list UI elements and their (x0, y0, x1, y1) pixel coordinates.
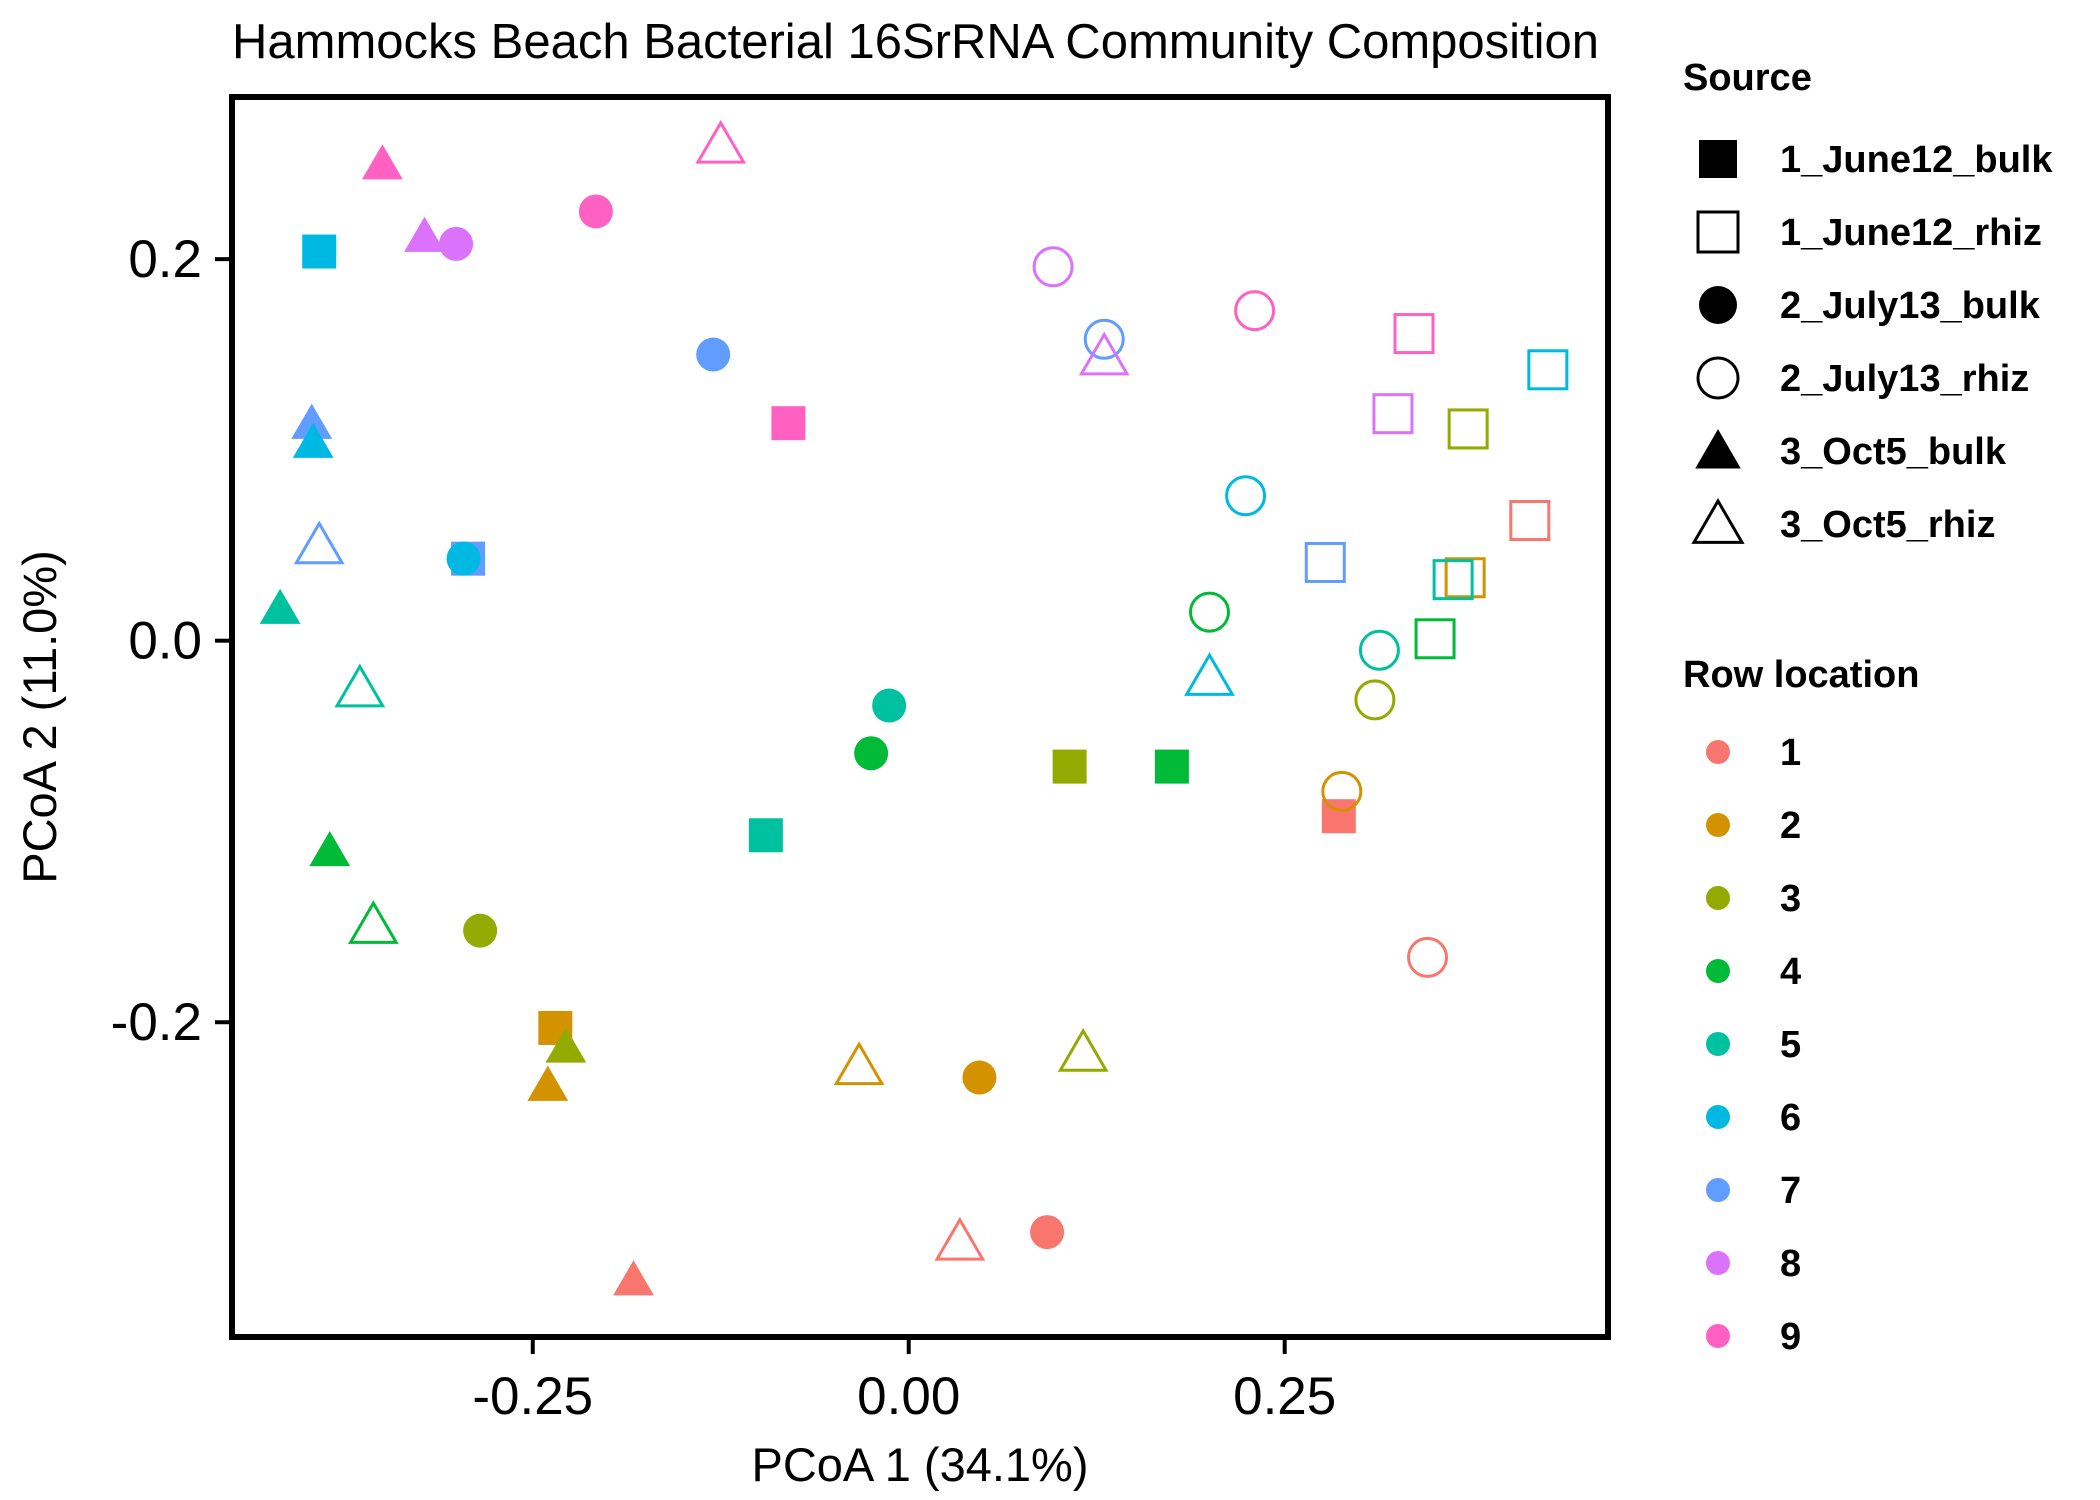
legend-source-title: Source (1683, 57, 1812, 99)
legend-row-label: 8 (1780, 1243, 1801, 1285)
data-point (1527, 349, 1569, 391)
data-point (293, 520, 345, 565)
data-point (1304, 541, 1346, 583)
data-point (934, 1216, 986, 1261)
y-axis: -0.2 0.0 0.2 (111, 230, 229, 1052)
legend-source: Source 1_June12_bulk 1_June12_rhiz 2_July13… (1683, 57, 2053, 546)
data-point (1225, 475, 1267, 517)
x-axis-title: PCoA 1 (34.1%) (751, 1438, 1088, 1491)
data-point (833, 1041, 885, 1086)
data-point (1444, 557, 1486, 599)
data-point (1057, 1027, 1109, 1072)
x-axis: -0.25 0.00 0.25 (472, 1340, 1336, 1426)
legend-row-location: Row location 1 2 3 4 5 6 7 8 9 (1683, 654, 1919, 1358)
legend-row-key (1706, 1178, 1730, 1202)
legend-row-label: 9 (1780, 1316, 1801, 1358)
legend-row-key (1706, 1251, 1730, 1275)
data-point (854, 736, 889, 771)
data-point (1393, 313, 1435, 355)
data-point (1184, 652, 1235, 696)
plot-panel-border (229, 94, 1611, 1340)
legend-row-key (1706, 1105, 1730, 1129)
data-point (1407, 936, 1449, 978)
data-point (696, 337, 731, 372)
data-point (1052, 749, 1087, 784)
data-point (302, 234, 337, 269)
legend-source-key (1691, 498, 1745, 544)
x-tick-label: 0.00 (857, 1367, 960, 1426)
x-tick-label: -0.25 (472, 1367, 593, 1426)
data-point (291, 403, 333, 439)
legend-source-label: 1_June12_bulk (1780, 139, 2053, 181)
legend-source-label: 3_Oct5_rhiz (1780, 504, 1995, 546)
data-point (439, 226, 474, 261)
data-point (527, 1065, 569, 1101)
legend-row-label: 2 (1780, 805, 1801, 847)
data-point (1083, 318, 1125, 360)
legend-source-label: 2_July13_bulk (1780, 285, 2041, 327)
legend-row-label: 1 (1780, 732, 1801, 774)
data-point (613, 1260, 654, 1296)
data-point (292, 422, 334, 458)
legend-row-label: 6 (1780, 1097, 1801, 1139)
data-point (1321, 770, 1363, 812)
legend-row-key (1706, 1032, 1730, 1056)
legend-source-key (1696, 210, 1740, 254)
y-tick-label: 0.2 (128, 230, 202, 289)
legend-source-label: 1_June12_rhiz (1780, 212, 2042, 254)
legend-row-key (1706, 959, 1730, 983)
x-tick-label: 0.25 (1233, 1367, 1336, 1426)
data-point (1432, 559, 1474, 601)
data-point (1358, 629, 1400, 671)
data-point (872, 688, 907, 723)
data-point (309, 830, 351, 867)
legend-row-key (1706, 1324, 1730, 1348)
data-point (748, 818, 783, 853)
y-tick-label: -0.2 (111, 993, 202, 1052)
data-point (334, 663, 386, 708)
data-point (771, 406, 806, 441)
data-point (1154, 749, 1189, 784)
data-point (361, 144, 403, 180)
legend-row-key (1706, 740, 1730, 764)
legend-source-key (1699, 286, 1737, 324)
legend-row-label: 3 (1780, 878, 1801, 920)
data-point (1414, 618, 1456, 660)
data-point (1030, 1215, 1065, 1250)
data-point (1354, 679, 1396, 721)
chart-title: Hammocks Beach Bacterial 16SrRNA Communi… (232, 15, 1599, 69)
y-axis-title: PCoA 2 (11.0%) (13, 550, 66, 884)
legend-row-title: Row location (1683, 654, 1919, 696)
data-point (347, 900, 399, 944)
legend-source-label: 2_July13_rhiz (1780, 358, 2029, 400)
data-point (545, 1027, 587, 1063)
data-point (1509, 500, 1551, 542)
data-points (259, 119, 1569, 1296)
legend-row-label: 4 (1780, 951, 1801, 993)
data-point (962, 1060, 997, 1095)
data-point (1078, 331, 1130, 376)
y-tick-label: 0.0 (128, 612, 202, 671)
data-point (1234, 290, 1276, 332)
data-point (404, 216, 445, 252)
data-point (1032, 246, 1074, 288)
legend-source-key (1699, 140, 1737, 178)
data-point (259, 588, 301, 624)
data-point (695, 119, 747, 164)
legend-row-label: 5 (1780, 1024, 1801, 1066)
data-point (1447, 408, 1489, 450)
legend-source-key (1695, 429, 1741, 469)
data-point (446, 541, 481, 576)
legend-row-key (1706, 813, 1730, 837)
legend-source-label: 3_Oct5_bulk (1780, 431, 2007, 473)
data-point (578, 194, 613, 229)
data-point (1188, 591, 1230, 633)
data-point (1372, 393, 1414, 435)
legend-row-key (1706, 886, 1730, 910)
legend-source-key (1696, 356, 1740, 400)
legend-row-label: 7 (1780, 1170, 1801, 1212)
data-point (463, 913, 498, 948)
